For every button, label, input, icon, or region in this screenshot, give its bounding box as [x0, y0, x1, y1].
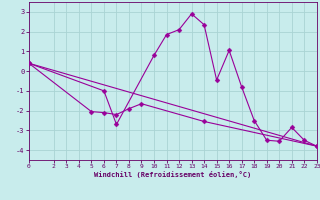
X-axis label: Windchill (Refroidissement éolien,°C): Windchill (Refroidissement éolien,°C)	[94, 171, 252, 178]
